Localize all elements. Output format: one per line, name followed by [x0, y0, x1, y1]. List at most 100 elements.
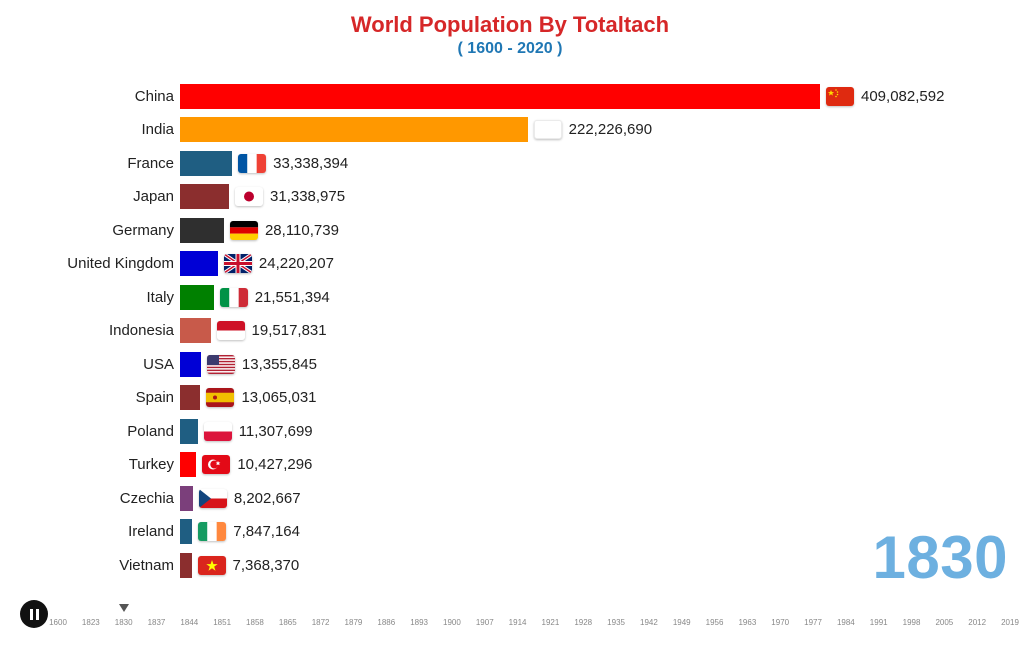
timeline-tick: 1900 — [443, 618, 461, 627]
bar-row: USA13,355,845 — [0, 350, 1020, 378]
population-bar — [180, 84, 820, 109]
timeline-tick: 1886 — [377, 618, 395, 627]
timeline-tick: 1893 — [410, 618, 428, 627]
timeline-tick: 1942 — [640, 618, 658, 627]
population-bar — [180, 117, 528, 142]
timeline-tick: 1600 — [49, 618, 67, 627]
bar-row: Spain 13,065,031 — [0, 384, 1020, 412]
country-label: Vietnam — [0, 557, 180, 574]
timeline-tick: 1991 — [870, 618, 888, 627]
country-label: Germany — [0, 222, 180, 239]
timeline-tick: 1977 — [804, 618, 822, 627]
bar-row: Indonesia 19,517,831 — [0, 317, 1020, 345]
bar-row: France 33,338,394 — [0, 149, 1020, 177]
timeline-tick: 1830 — [115, 618, 133, 627]
timeline-tick: 1851 — [213, 618, 231, 627]
flag-icon — [230, 221, 258, 240]
timeline-tick: 1907 — [476, 618, 494, 627]
bar-chart-area: China 409,082,592 India222,226,690 France 3… — [0, 82, 1020, 582]
timeline-tick: 1928 — [574, 618, 592, 627]
flag-icon — [220, 288, 248, 307]
timeline-tick: 1837 — [148, 618, 166, 627]
timeline-tick: 1914 — [509, 618, 527, 627]
population-bar — [180, 452, 196, 477]
population-value: 19,517,831 — [252, 322, 327, 339]
flag-icon — [534, 120, 562, 139]
population-value: 31,338,975 — [270, 188, 345, 205]
population-value: 8,202,667 — [234, 490, 301, 507]
bar-row: Ireland7,847,164 — [0, 518, 1020, 546]
population-value: 7,368,370 — [233, 557, 300, 574]
population-bar — [180, 318, 211, 343]
population-value: 21,551,394 — [255, 289, 330, 306]
flag-icon — [238, 154, 266, 173]
pause-icon — [30, 609, 33, 620]
pause-button[interactable] — [20, 600, 48, 628]
country-label: Turkey — [0, 456, 180, 473]
country-label: Japan — [0, 188, 180, 205]
population-bar — [180, 486, 193, 511]
country-label: Czechia — [0, 490, 180, 507]
pause-icon — [36, 609, 39, 620]
timeline-tick: 1879 — [345, 618, 363, 627]
flag-icon — [207, 355, 235, 374]
bar-row: Turkey 10,427,296 — [0, 451, 1020, 479]
bar-row: Vietnam 7,368,370 — [0, 551, 1020, 579]
bar-row: United Kingdom 24,220,207 — [0, 250, 1020, 278]
bar-row: China 409,082,592 — [0, 82, 1020, 110]
timeline-tick: 1984 — [837, 618, 855, 627]
bar-row: Germany28,110,739 — [0, 216, 1020, 244]
timeline-slider[interactable]: 1600182318301837184418511858186518721879… — [58, 606, 1010, 634]
country-label: France — [0, 155, 180, 172]
population-bar — [180, 151, 232, 176]
population-value: 24,220,207 — [259, 255, 334, 272]
timeline-tick: 1949 — [673, 618, 691, 627]
timeline-tick: 1935 — [607, 618, 625, 627]
timeline-tick: 2012 — [968, 618, 986, 627]
timeline-ticks: 1600182318301837184418511858186518721879… — [58, 616, 1010, 634]
flag-icon — [199, 489, 227, 508]
population-value: 33,338,394 — [273, 155, 348, 172]
timeline-tick: 2005 — [935, 618, 953, 627]
country-label: China — [0, 88, 180, 105]
timeline-tick: 1956 — [706, 618, 724, 627]
population-bar — [180, 385, 200, 410]
timeline-marker[interactable] — [119, 604, 129, 612]
timeline-tick: 1865 — [279, 618, 297, 627]
population-bar — [180, 419, 198, 444]
country-label: United Kingdom — [0, 255, 180, 272]
population-value: 10,427,296 — [237, 456, 312, 473]
timeline-tick: 1998 — [903, 618, 921, 627]
timeline-tick: 2019 — [1001, 618, 1019, 627]
timeline-tick: 1858 — [246, 618, 264, 627]
population-bar — [180, 519, 192, 544]
flag-icon — [206, 388, 234, 407]
timeline-controls: 1600182318301837184418511858186518721879… — [20, 600, 1010, 638]
current-year-display: 1830 — [873, 523, 1008, 592]
flag-icon — [198, 556, 226, 575]
flag-icon — [235, 187, 263, 206]
country-label: Italy — [0, 289, 180, 306]
country-label: Poland — [0, 423, 180, 440]
country-label: Indonesia — [0, 322, 180, 339]
chart-subtitle: ( 1600 - 2020 ) — [0, 40, 1020, 68]
timeline-tick: 1921 — [542, 618, 560, 627]
population-bar — [180, 184, 229, 209]
population-bar — [180, 553, 192, 578]
country-label: Ireland — [0, 523, 180, 540]
flag-icon — [202, 455, 230, 474]
population-value: 13,065,031 — [241, 389, 316, 406]
population-value: 11,307,699 — [239, 423, 313, 440]
population-bar — [180, 285, 214, 310]
timeline-tick: 1823 — [82, 618, 100, 627]
population-value: 222,226,690 — [569, 121, 652, 138]
population-value: 409,082,592 — [861, 88, 944, 105]
bar-row: Japan 31,338,975 — [0, 183, 1020, 211]
flag-icon — [198, 522, 226, 541]
timeline-tick: 1970 — [771, 618, 789, 627]
bar-row: Italy 21,551,394 — [0, 283, 1020, 311]
flag-icon — [204, 422, 232, 441]
bar-row: Poland 11,307,699 — [0, 417, 1020, 445]
bar-row: India222,226,690 — [0, 116, 1020, 144]
population-bar — [180, 251, 218, 276]
